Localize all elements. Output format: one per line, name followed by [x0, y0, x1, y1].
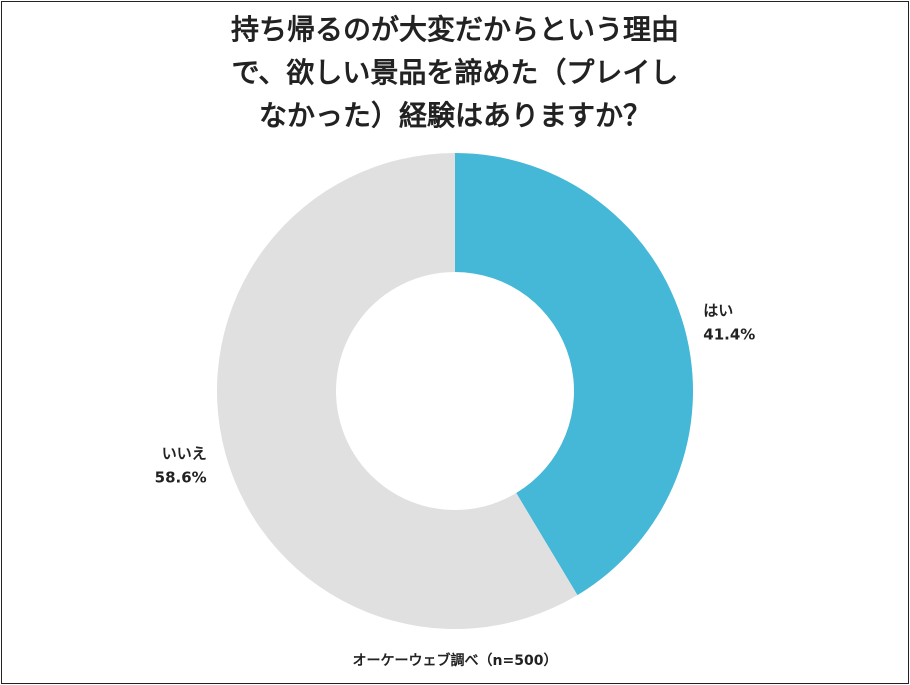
chart-title-line-1: 持ち帰るのが大変だからという理由 — [230, 13, 679, 46]
donut-slices — [217, 153, 694, 629]
donut-slice-1 — [455, 153, 694, 596]
slice-value-label: 58.6% — [155, 469, 207, 487]
chart-title: 持ち帰るのが大変だからという理由 で、欲しい景品を諦めた（プレイし なかった）経… — [2, 8, 908, 137]
slice-value-label: 41.4% — [703, 325, 755, 343]
chart-title-line-2: で、欲しい景品を諦めた（プレイし — [231, 56, 679, 89]
chart-title-line-3: なかった）経験はありますか？ — [258, 99, 651, 132]
source-note: オーケーウェブ調べ（n=500） — [352, 653, 558, 669]
donut-slice-2 — [217, 153, 578, 629]
slice-labels: はい 41.4% いいえ 58.6% — [155, 301, 756, 486]
slice-category-label: はい — [703, 301, 733, 319]
slice-category-label: いいえ — [162, 445, 207, 463]
